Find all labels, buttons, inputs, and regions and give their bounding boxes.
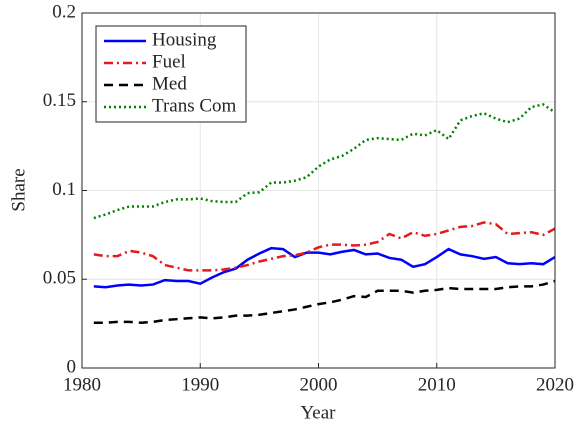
y-tick-label: 0.1	[52, 179, 76, 200]
plot-frame	[81, 12, 556, 369]
x-axis-label: Year	[300, 402, 336, 423]
y-tick-label: 0.15	[43, 90, 76, 111]
y-axis-label: Share	[8, 168, 29, 211]
x-tick-label: 1980	[63, 374, 101, 395]
y-tick-label: 0.05	[43, 268, 76, 289]
line	[93, 103, 556, 220]
legend-label: Fuel	[152, 51, 186, 72]
y-tick-label: 0.2	[52, 1, 76, 22]
x-tick-label: 2010	[418, 374, 456, 395]
x-tick-label: 1990	[181, 374, 219, 395]
line	[93, 246, 556, 289]
line	[93, 279, 556, 324]
legend-label: Housing	[152, 29, 217, 50]
x-tick-label: 2000	[300, 374, 338, 395]
x-tick-label: 2020	[536, 374, 574, 395]
y-tick-label: 0	[67, 356, 77, 377]
line	[93, 221, 556, 272]
legend-label: Med	[152, 73, 187, 94]
legend-label: Trans Com	[152, 95, 237, 116]
